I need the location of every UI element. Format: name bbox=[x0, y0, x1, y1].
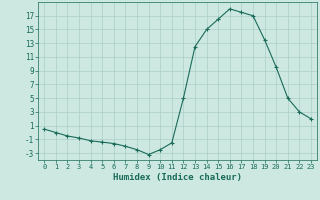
X-axis label: Humidex (Indice chaleur): Humidex (Indice chaleur) bbox=[113, 173, 242, 182]
